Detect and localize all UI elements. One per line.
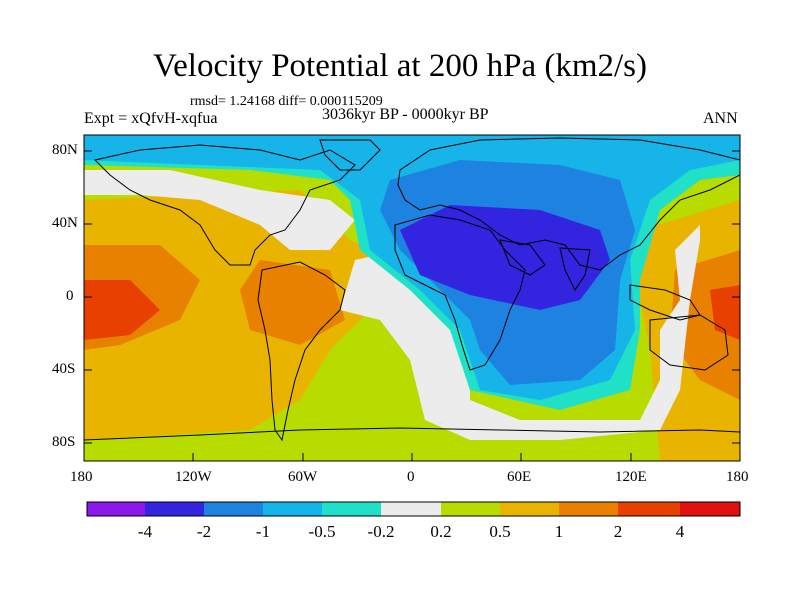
coastlines (84, 137, 740, 442)
colorbar-label-5: 0.2 (430, 522, 452, 541)
lat-label-80s: 80S (52, 434, 76, 450)
coast-eurasia (397, 137, 740, 271)
region-pos-max-east (710, 285, 740, 340)
colorbar-box-6 (441, 502, 500, 516)
lat-label-0: 0 (66, 288, 74, 304)
lon-label-120w: 120W (175, 469, 212, 485)
stats-text: rmsd= 1.24168 diff= 0.000115209 (190, 94, 383, 109)
region-neutral-atl (340, 225, 700, 440)
colorbar-box-5 (381, 502, 441, 516)
colorbar-box-2 (204, 502, 263, 516)
lon-label-0: 0 (407, 469, 415, 485)
lat-label-40n: 40N (52, 215, 78, 231)
colorbar-box-1 (145, 502, 204, 516)
colorbar-label-8: 2 (613, 522, 623, 541)
colorbar (86, 501, 741, 517)
lon-label-180e: 180 (726, 469, 749, 485)
region-neg-max (400, 205, 610, 310)
coast-north-america (94, 144, 356, 266)
region-pos-max-west (84, 280, 160, 340)
colorbar-label-0: -4 (137, 522, 153, 541)
region-pos-strong-sa (240, 260, 345, 345)
coast-africa (394, 214, 526, 371)
colorbar-label-7: 1 (554, 522, 564, 541)
colorbar-label-3: -0.5 (308, 522, 336, 541)
region-neutral-na (84, 170, 355, 250)
colorbar-box-7 (500, 502, 559, 516)
lon-ticks (83, 453, 741, 461)
coast-south-america (257, 261, 346, 442)
colorbar-label-9: 4 (675, 522, 685, 541)
lon-label-60e: 60E (507, 469, 532, 485)
colorbar-box-3 (263, 502, 322, 516)
plot-title: Velocity Potential at 200 hPa (km2/s) (152, 48, 648, 84)
colorbar-frame (86, 501, 741, 517)
colorbar-label-6: 0.5 (489, 522, 511, 541)
coast-greenland (319, 139, 381, 171)
coast-antarctica (84, 427, 740, 441)
colorbar-label-4: -0.2 (367, 522, 395, 541)
season-label: ANN (703, 110, 738, 127)
lat-ticks (84, 150, 740, 444)
lon-label-180w: 180 (70, 469, 93, 485)
lat-label-80n: 80N (52, 142, 78, 158)
lon-label-60w: 60W (288, 469, 318, 485)
coast-australia (649, 314, 729, 371)
coast-india (559, 247, 591, 291)
colorbar-box-0 (87, 502, 145, 516)
colorbar-box-4 (322, 502, 381, 516)
coast-maritime-continent (629, 284, 701, 321)
contour-fill (84, 135, 740, 461)
colorbar-label-2: -1 (255, 522, 271, 541)
coast-arabia (499, 239, 546, 276)
colorbar-label-1: -2 (196, 522, 212, 541)
experiment-label: Expt = xQfvH-xqfua (84, 110, 218, 127)
colorbar-box-10 (680, 502, 740, 516)
colorbar-box-9 (618, 502, 680, 516)
lon-label-120e: 120E (615, 469, 647, 485)
period-label: 3036kyr BP - 0000kyr BP (322, 106, 489, 123)
colorbar-box-8 (559, 502, 618, 516)
lat-label-40s: 40S (52, 361, 76, 377)
